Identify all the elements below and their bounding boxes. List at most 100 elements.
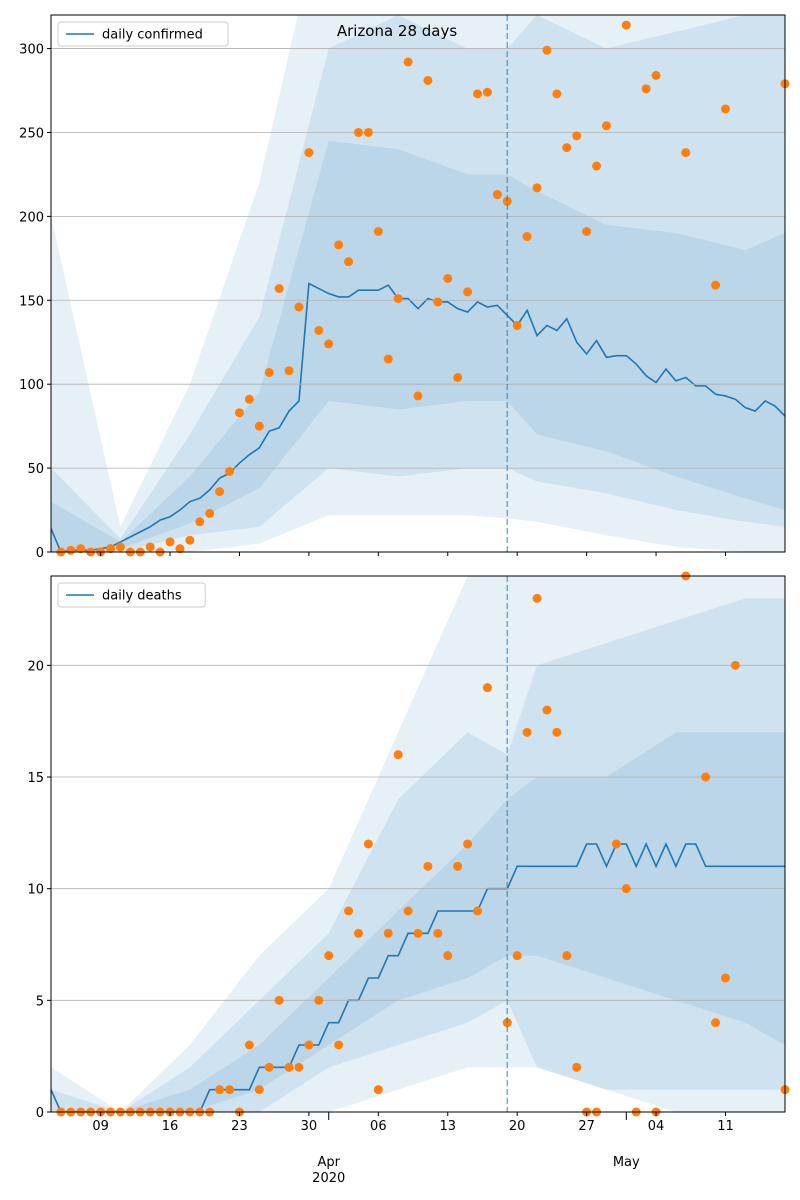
observed-point (463, 287, 473, 297)
x-tick-label: 04 (648, 1119, 665, 1134)
observed-point (562, 951, 572, 961)
observed-point (254, 421, 264, 431)
legend-box (57, 21, 229, 47)
y-tick-label: 50 (27, 462, 44, 477)
observed-point (363, 839, 373, 849)
observed-point (473, 906, 483, 916)
observed-point (66, 545, 76, 555)
observed-point (711, 280, 721, 290)
observed-point (274, 995, 284, 1005)
observed-point (165, 537, 175, 547)
band (51, 598, 785, 1112)
observed-point (552, 727, 562, 737)
x-major-tick-label: Apr 2020 (312, 1155, 345, 1186)
observed-point (542, 705, 552, 715)
observed-point (641, 84, 651, 94)
legend-label: daily confirmed (102, 28, 203, 43)
observed-point (601, 121, 611, 131)
observed-point (284, 1062, 294, 1072)
observed-point (373, 226, 383, 236)
observed-point (502, 196, 512, 206)
observed-point (383, 354, 393, 364)
observed-point (403, 57, 413, 67)
observed-point (443, 273, 453, 283)
legend: daily confirmed (57, 21, 229, 47)
observed-point (393, 294, 403, 304)
y-tick-label: 20 (27, 659, 44, 674)
y-tick-label: 0 (36, 1106, 44, 1121)
observed-point (175, 544, 185, 554)
observed-point (720, 973, 730, 983)
observed-point (463, 839, 473, 849)
band (51, 15, 785, 552)
band (51, 576, 785, 1112)
y-tick-label: 10 (27, 883, 44, 898)
observed-point (562, 143, 572, 153)
observed-point (185, 535, 195, 545)
observed-point (482, 87, 492, 97)
observed-point (433, 928, 443, 938)
series-line (51, 282, 785, 552)
observed-point (453, 372, 463, 382)
x-tick-label: 09 (92, 1119, 109, 1134)
x-tick-label: 16 (162, 1119, 179, 1134)
x-tick-label: 13 (439, 1119, 456, 1134)
observed-point (244, 394, 254, 404)
observed-point (621, 884, 631, 894)
y-tick-label: 200 (19, 210, 44, 225)
observed-point (383, 928, 393, 938)
observed-point (264, 367, 274, 377)
observed-point (532, 183, 542, 193)
observed-point (582, 226, 592, 236)
observed-point (76, 544, 86, 554)
observed-point (393, 750, 403, 760)
observed-point (512, 320, 522, 330)
observed-point (353, 928, 363, 938)
observed-point (592, 161, 602, 171)
observed-point (254, 1085, 264, 1095)
observed-point (324, 339, 334, 349)
observed-point (701, 772, 711, 782)
observed-point (413, 928, 423, 938)
observed-point (443, 951, 453, 961)
observed-point (482, 683, 492, 693)
plot-frame (50, 14, 786, 553)
observed-point (294, 302, 304, 312)
x-tick-label: 23 (231, 1119, 248, 1134)
observed-point (413, 391, 423, 401)
observed-point (314, 995, 324, 1005)
observed-point (115, 542, 125, 552)
observed-point (423, 861, 433, 871)
observed-point (264, 1062, 274, 1072)
observed-point (215, 1085, 225, 1095)
x-major-tick-label: May (613, 1155, 640, 1170)
observed-point (572, 1062, 582, 1072)
observed-point (363, 127, 373, 137)
observed-point (522, 727, 532, 737)
observed-point (314, 325, 324, 335)
observed-point (106, 544, 116, 554)
observed-point (552, 89, 562, 99)
y-tick-label: 150 (19, 294, 44, 309)
y-tick-label: 0 (36, 546, 44, 561)
plot-area (51, 576, 785, 1112)
y-tick-label: 250 (19, 126, 44, 141)
observed-point (304, 148, 314, 158)
observed-point (195, 517, 205, 527)
plot-frame (50, 575, 786, 1113)
legend-label: daily deaths (102, 589, 182, 604)
plot-area (51, 15, 785, 552)
observed-point (274, 284, 284, 294)
y-tick-label: 15 (27, 771, 44, 786)
y-tick-label: 300 (19, 43, 44, 58)
observed-point (324, 951, 334, 961)
observed-point (344, 257, 354, 267)
x-tick-label: 27 (578, 1119, 595, 1134)
observed-point (621, 20, 631, 30)
observed-point (403, 906, 413, 916)
observed-point (492, 190, 502, 200)
band (51, 15, 785, 552)
observed-point (542, 45, 552, 55)
observed-point (294, 1062, 304, 1072)
observed-point (532, 593, 542, 603)
